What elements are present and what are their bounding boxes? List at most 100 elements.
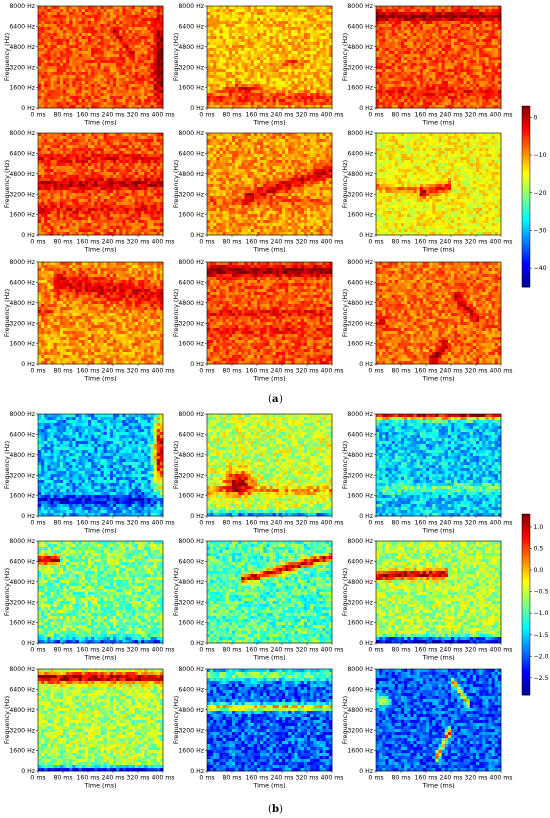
heatmap-cell	[310, 42, 314, 46]
heatmap-cell	[310, 72, 314, 76]
heatmap-cell	[103, 9, 108, 13]
heatmap-cell	[159, 54, 164, 58]
heatmap-cell	[325, 72, 330, 76]
heatmap-cell	[138, 84, 142, 88]
heatmap-cell	[94, 148, 98, 152]
heatmap-cell	[429, 75, 433, 79]
heatmap-cell	[59, 54, 64, 58]
heatmap-cell	[294, 57, 298, 61]
heatmap-cell	[103, 142, 108, 146]
heatmap-cell	[50, 51, 54, 55]
heatmap-cell	[81, 9, 86, 13]
heatmap-cell	[81, 142, 86, 146]
heatmap-cell	[56, 96, 61, 100]
heatmap-cell	[316, 24, 320, 28]
heatmap-cell	[122, 36, 126, 40]
heatmap-cell	[84, 232, 89, 236]
heatmap-cell	[300, 54, 305, 58]
heatmap-cell	[97, 42, 101, 46]
heatmap-cell	[75, 214, 79, 218]
heatmap-cell	[253, 96, 258, 100]
heatmap-cell	[232, 96, 236, 100]
heatmap-cell	[56, 99, 61, 103]
heatmap-cell	[432, 51, 436, 55]
heatmap-cell	[463, 93, 467, 97]
heatmap-cell	[88, 154, 92, 158]
heatmap-cell	[247, 81, 252, 85]
heatmap-cell	[429, 84, 433, 88]
heatmap-cell	[47, 193, 51, 197]
heatmap-cell	[153, 33, 158, 37]
heatmap-cell	[419, 39, 424, 43]
heatmap-cell	[232, 60, 236, 64]
heatmap-cell	[91, 145, 95, 149]
heatmap-cell	[103, 69, 108, 73]
heatmap-cell	[388, 33, 392, 37]
heatmap-cell	[438, 90, 442, 94]
heatmap-cell	[100, 217, 104, 221]
heatmap-cell	[50, 229, 54, 233]
heatmap-cell	[138, 78, 142, 82]
heatmap-cell	[275, 93, 280, 97]
heatmap-cell	[84, 136, 89, 140]
heatmap-cell	[435, 57, 439, 61]
heatmap-cell	[447, 12, 452, 16]
heatmap-cell	[419, 63, 424, 67]
heatmap-cell	[479, 87, 483, 91]
heatmap-cell	[222, 99, 227, 103]
heatmap-cell	[322, 24, 327, 28]
heatmap-cell	[294, 9, 298, 13]
y-axis-label: Frequency (Hz)	[3, 33, 11, 81]
heatmap-cell	[53, 21, 58, 25]
heatmap-cell	[207, 105, 211, 109]
heatmap-cell	[322, 6, 327, 10]
heatmap-cell	[103, 196, 108, 200]
heatmap-cell	[63, 226, 67, 230]
heatmap-cell	[269, 105, 273, 109]
heatmap-cell	[91, 229, 95, 233]
heatmap-cell	[426, 36, 430, 40]
heatmap-cell	[63, 9, 67, 13]
heatmap-cell	[241, 39, 245, 43]
heatmap-cell	[106, 105, 111, 109]
heatmap-cell	[266, 45, 270, 49]
heatmap-cell	[307, 93, 311, 97]
heatmap-cell	[50, 45, 54, 49]
heatmap-cell	[479, 42, 483, 46]
heatmap-cell	[278, 72, 283, 76]
heatmap-cell	[88, 178, 92, 182]
heatmap-cell	[122, 48, 126, 52]
heatmap-cell	[100, 66, 104, 70]
heatmap-cell	[134, 90, 139, 94]
heatmap-cell	[419, 48, 424, 52]
heatmap-cell	[44, 36, 48, 40]
heatmap-cell	[291, 102, 295, 106]
heatmap-cell	[432, 78, 436, 82]
heatmap-cell	[313, 6, 317, 10]
heatmap-cell	[263, 81, 267, 85]
heatmap-cell	[275, 105, 280, 109]
heatmap-cell	[94, 45, 98, 49]
heatmap-cell	[210, 6, 214, 10]
heatmap-cell	[56, 84, 61, 88]
heatmap-cell	[97, 226, 101, 230]
heatmap-cell	[260, 21, 264, 25]
heatmap-cell	[109, 66, 114, 70]
heatmap-cell	[63, 15, 67, 19]
heatmap-cell	[128, 84, 133, 88]
heatmap-cell	[94, 27, 98, 31]
heatmap-cell	[41, 148, 45, 152]
heatmap-cell	[100, 190, 104, 194]
heatmap-cell	[494, 54, 499, 58]
heatmap-cell	[485, 93, 489, 97]
heatmap-cell	[150, 21, 154, 25]
heatmap-cell	[141, 54, 145, 58]
y-tick-label: 8000 Hz	[347, 3, 373, 10]
heatmap-cell	[147, 30, 151, 34]
heatmap-cell	[94, 66, 98, 70]
heatmap-cell	[119, 18, 123, 22]
heatmap-cell	[63, 211, 67, 215]
heatmap-cell	[278, 24, 283, 28]
heatmap-cell	[75, 105, 79, 109]
